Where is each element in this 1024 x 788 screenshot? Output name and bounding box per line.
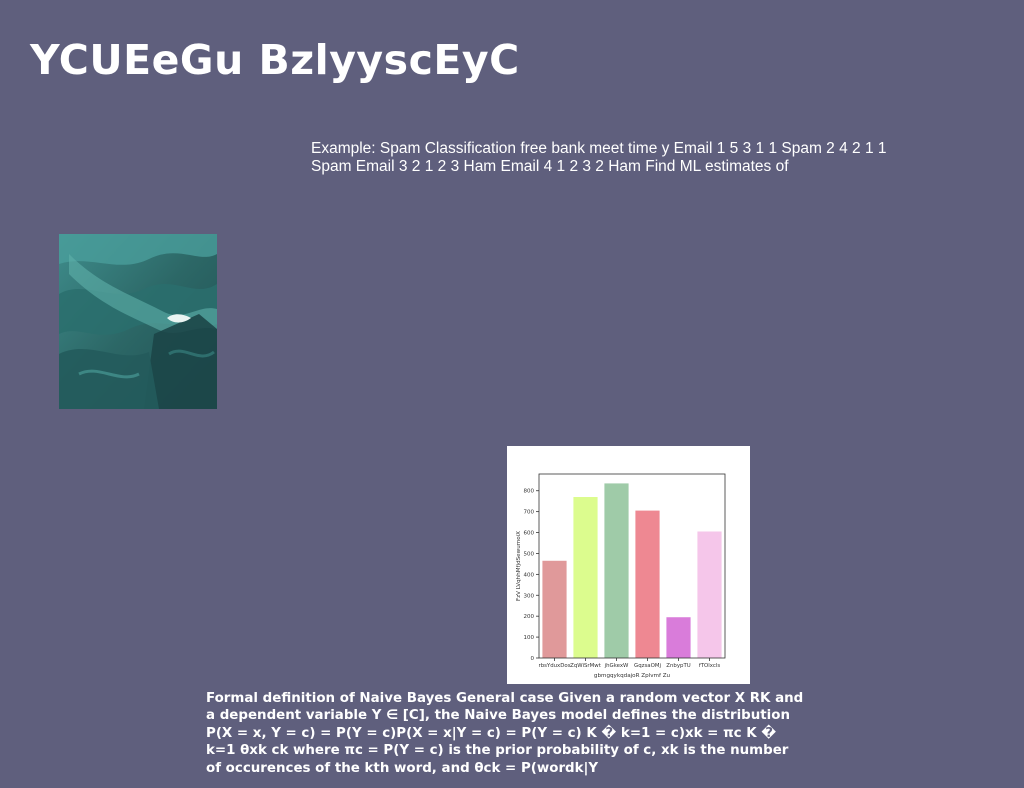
x-tick-label: rbsYduxDos [538, 663, 570, 669]
x-tick-label: fTOlxcls [699, 663, 720, 669]
y-tick-label: 100 [524, 635, 535, 641]
x-axis-label: gbmgqykqdajoR Zplvmf Zu [594, 673, 671, 679]
bar-3 [604, 483, 629, 658]
y-tick-label: 700 [524, 510, 535, 516]
bar-1 [542, 560, 567, 658]
y-axis-label: FzV LVqhhMfjdSewumoiX [516, 531, 522, 601]
texture-photo [59, 234, 217, 409]
x-tick-label: GqzsaOMj [634, 663, 661, 669]
bar-chart-svg: 0 100 200 300 400 500 600 700 800 rbsYduxDos ZqWiS… [516, 473, 726, 679]
y-tick-label: 800 [524, 489, 535, 495]
definition-text: Formal definition of Naive Bayes General… [206, 691, 804, 776]
y-tick-label: 600 [524, 531, 535, 537]
bar-6 [697, 531, 722, 658]
slide-title: YCUEeGu BzlyyscEyC [30, 36, 520, 84]
texture-photo-graphic [59, 234, 217, 409]
x-tick-label: ZnbypTU [666, 663, 690, 669]
y-tick-label: 400 [524, 572, 535, 578]
x-tick-label: ZqWiSrMwt [570, 663, 601, 669]
plot-frame [538, 473, 726, 659]
y-tick-label: 500 [524, 551, 535, 557]
y-tick-label: 0 [531, 656, 535, 662]
bar-chart: 0 100 200 300 400 500 600 700 800 rbsYduxDos ZqWiS… [507, 446, 750, 684]
y-tick-label: 300 [524, 593, 535, 599]
bar-2 [573, 497, 598, 658]
intro-text: Example: Spam Classification free bank m… [311, 140, 887, 175]
bar-4 [635, 510, 660, 658]
y-tick-label: 200 [524, 614, 535, 620]
x-tick-label: jhGkexW [604, 663, 629, 669]
bar-5 [666, 617, 691, 658]
